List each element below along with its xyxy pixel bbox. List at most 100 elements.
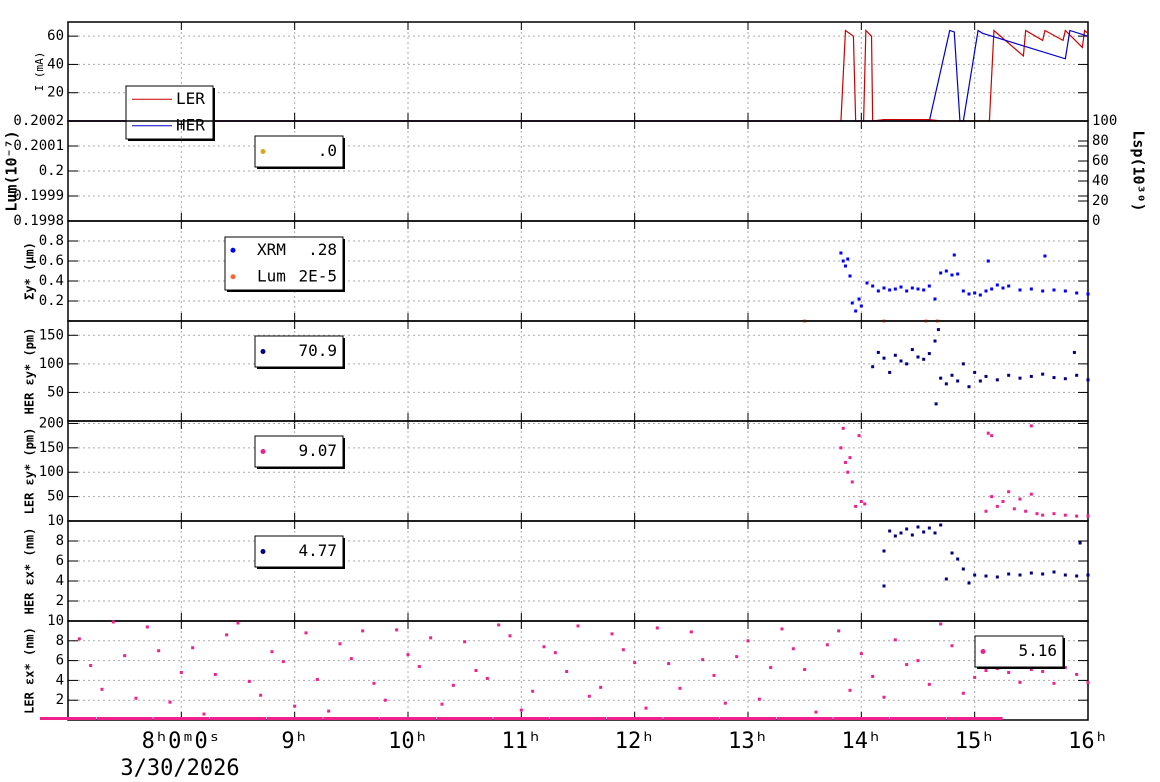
point	[939, 271, 943, 275]
point	[950, 644, 954, 648]
y-axis-label: HER εy* (pm)	[23, 328, 37, 415]
y-axis-label: HER εx* (nm)	[23, 528, 37, 615]
point	[323, 717, 380, 721]
point	[995, 575, 999, 579]
legend-swatch	[260, 349, 266, 354]
legend: 9.07	[254, 435, 345, 469]
point	[803, 668, 807, 672]
y-axis-label: LER εy* (pm)	[23, 428, 37, 515]
point	[893, 287, 897, 291]
point	[1086, 514, 1090, 518]
point	[910, 348, 914, 352]
point	[1041, 669, 1045, 673]
y-tick-label: 0.1998	[13, 213, 64, 229]
point	[893, 353, 897, 357]
panel-frame	[67, 21, 1089, 122]
y2-tick-label: 20	[1092, 193, 1109, 209]
point	[712, 673, 716, 677]
point	[986, 431, 990, 435]
y-tick-label: 6	[56, 653, 64, 669]
y-tick-label: 0.2	[39, 163, 64, 179]
y-tick-label: 0.4	[39, 273, 64, 289]
y-axis-label: Lum(10⁻⁷)	[3, 130, 21, 211]
y-tick-label: 0.2	[39, 293, 64, 309]
point	[857, 297, 861, 301]
point	[1063, 573, 1067, 577]
point	[380, 717, 436, 721]
point	[863, 502, 867, 506]
point	[1007, 284, 1011, 288]
x-tick-label: 12ʰ	[615, 729, 655, 754]
point	[621, 648, 625, 652]
point	[995, 283, 999, 287]
y-tick-label: 0.6	[39, 253, 64, 269]
point	[871, 284, 875, 288]
point	[96, 717, 153, 721]
y-tick-label: 50	[47, 489, 64, 505]
point	[893, 638, 897, 642]
point	[978, 379, 982, 383]
point	[933, 339, 937, 343]
point	[978, 293, 982, 297]
y-tick-label: 150	[39, 440, 64, 456]
point	[990, 495, 994, 499]
x-tick-label: 13ʰ	[728, 729, 768, 754]
point	[944, 269, 948, 273]
point	[606, 717, 663, 721]
point	[839, 251, 843, 255]
y-tick-label: 2	[56, 593, 64, 609]
point	[950, 373, 954, 377]
point	[406, 653, 410, 657]
point	[859, 499, 863, 503]
point	[876, 350, 880, 354]
point	[961, 567, 965, 571]
point	[565, 669, 569, 673]
y-tick-label: 4	[56, 573, 64, 589]
point	[451, 683, 455, 687]
point	[890, 717, 946, 721]
point	[463, 640, 467, 644]
legend-box	[254, 335, 344, 368]
point	[293, 704, 297, 708]
point	[984, 509, 988, 513]
point	[1041, 289, 1045, 293]
legend: LER HER	[125, 85, 215, 141]
legend-value: 2E-5	[298, 266, 337, 285]
point	[944, 577, 948, 581]
y-tick-label: 10	[47, 513, 64, 529]
point	[40, 717, 96, 721]
legend-box	[224, 236, 344, 291]
point	[1072, 350, 1076, 354]
legend-swatch	[230, 247, 236, 253]
point	[995, 504, 999, 508]
point	[939, 622, 943, 626]
point	[841, 426, 845, 430]
point	[973, 675, 977, 679]
point	[956, 557, 960, 561]
point	[225, 633, 229, 637]
y-tick-label: 60	[47, 28, 64, 44]
x-tick-label: 9ʰ	[281, 729, 308, 754]
point	[123, 654, 127, 658]
y-tick-label: 0.8	[39, 233, 64, 249]
point	[153, 717, 210, 721]
point	[610, 632, 614, 636]
point	[899, 359, 903, 363]
point	[383, 698, 387, 702]
point	[1018, 376, 1022, 380]
panel-frame	[67, 220, 1089, 322]
series-line	[68, 29, 1089, 122]
x-tick-label: 8ʰ0ᵐ0ˢ	[142, 729, 221, 754]
point	[888, 288, 892, 292]
point	[349, 657, 353, 661]
point	[944, 382, 948, 386]
point	[1029, 492, 1033, 496]
legend-swatch	[260, 149, 266, 154]
y-axis-label: LER εx* (nm)	[23, 627, 37, 714]
point	[839, 446, 843, 450]
point	[905, 362, 909, 366]
point	[281, 660, 285, 664]
point	[1078, 541, 1082, 545]
point	[1007, 373, 1011, 377]
